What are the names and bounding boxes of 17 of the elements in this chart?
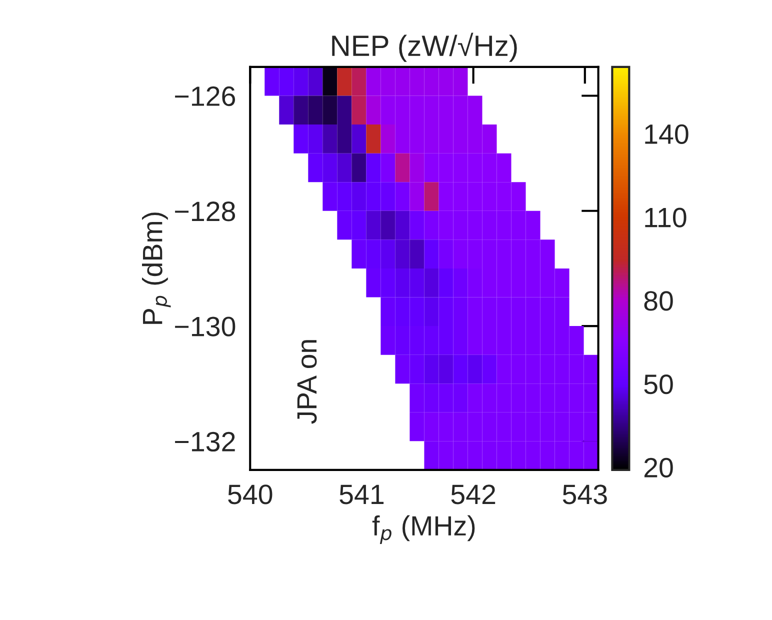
color-bar-label: 20 — [644, 458, 673, 478]
x-axis-title: f$_{p}$ (MHz) — [372, 515, 475, 544]
color-bar-label: 110 — [645, 208, 686, 228]
y-tick-label: −130 — [175, 316, 236, 336]
x-tick-label: 541 — [340, 484, 384, 504]
y-tick-label: −132 — [175, 432, 235, 452]
x-tick-label: 542 — [451, 484, 496, 504]
y-tick-label: −128 — [175, 202, 236, 222]
annotation: JPA on — [297, 340, 317, 424]
x-tick-label: 540 — [228, 484, 272, 504]
color-bar-label: 80 — [644, 291, 673, 311]
color-bar-label: 140 — [645, 124, 688, 144]
x-tick-label: 543 — [562, 484, 607, 504]
color-bar-label: 50 — [644, 374, 673, 394]
chart-title: NEP (zW/√Hz) — [332, 32, 517, 62]
y-axis-title: P$_{p}$ (dBm) — [142, 212, 171, 324]
y-tick-label: −126 — [175, 86, 236, 106]
